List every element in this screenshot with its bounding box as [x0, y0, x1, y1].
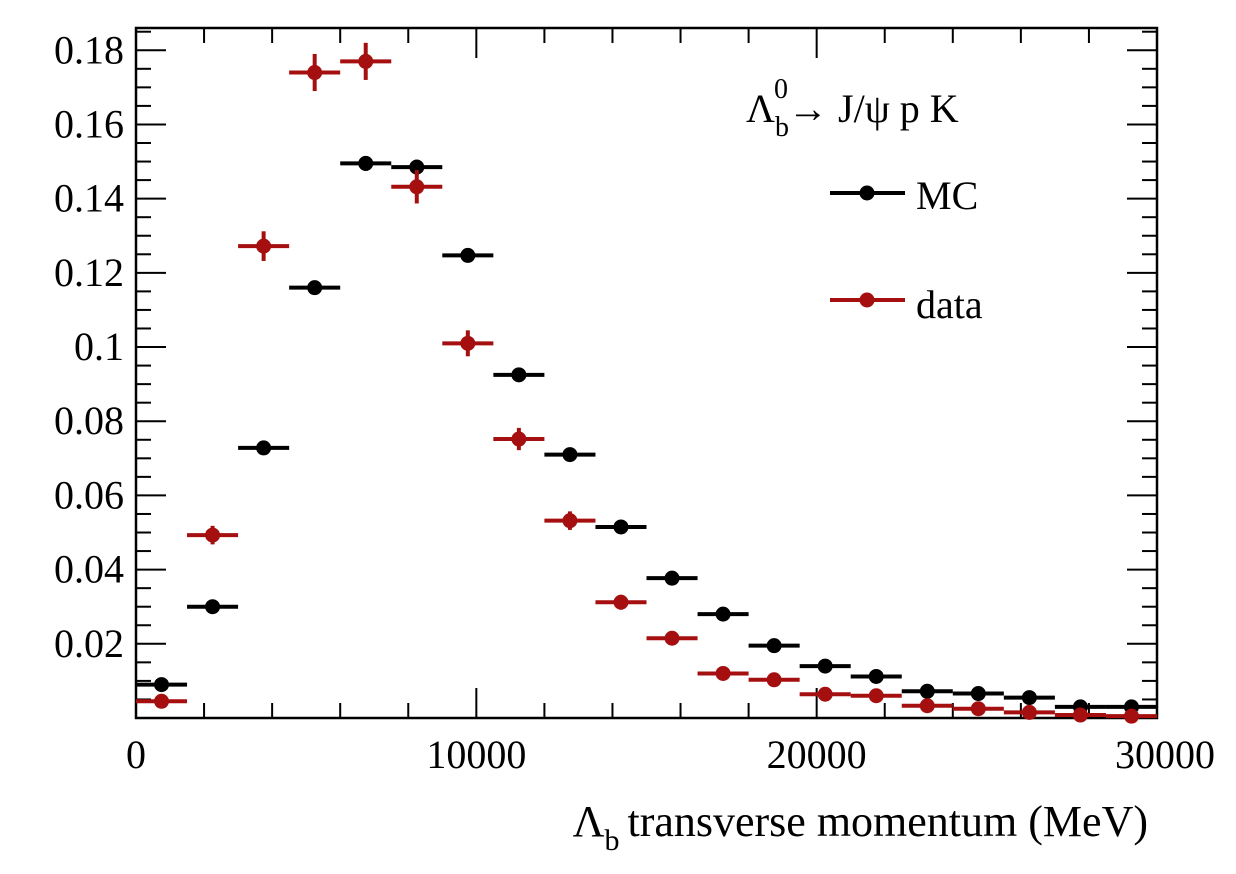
data-point — [766, 638, 782, 654]
data-point — [715, 665, 731, 681]
data-point — [664, 570, 680, 586]
decay-annotation: Λb 0→ J/ψ p K — [746, 74, 959, 143]
data-series — [136, 42, 1157, 724]
plot-frame — [134, 26, 1159, 720]
data-point — [970, 686, 986, 702]
data-point — [817, 658, 833, 674]
y-tick-label: 0.06 — [54, 472, 124, 517]
data-point — [1021, 704, 1037, 720]
data-point — [511, 431, 527, 447]
series-data — [136, 42, 1157, 724]
decay-annotation-text: → J/ψ p K — [788, 86, 959, 131]
data-point — [307, 65, 323, 81]
data-point — [562, 513, 578, 529]
x-axis-title-symbol: Λ — [573, 797, 605, 846]
data-point — [409, 159, 425, 175]
y-tick-label: 0.08 — [54, 398, 124, 443]
legend-marker-mc — [859, 185, 875, 201]
x-axis-title-text: transverse momentum (MeV) — [627, 797, 1148, 846]
data-point — [868, 688, 884, 704]
data-point — [307, 280, 323, 296]
y-tick-label: 0.04 — [54, 547, 124, 592]
data-point — [460, 335, 476, 351]
x-axis-title: Λb transverse momentum (MeV) — [573, 797, 1148, 857]
data-point — [358, 155, 374, 171]
x-axis-title-subscript: b — [604, 824, 619, 857]
data-point — [154, 693, 170, 709]
legend-label-mc: MC — [916, 173, 978, 218]
x-tick-label: 10000 — [426, 732, 526, 777]
y-axis: 0.02 0.04 0.06 0.08 0.1 0.12 0.14 0.16 0.18 — [54, 27, 1157, 701]
data-point — [1072, 707, 1088, 723]
x-tick-label: 0 — [126, 732, 146, 777]
data-point — [715, 606, 731, 622]
decay-annotation-symbol: Λ — [746, 86, 775, 131]
data-point — [1123, 708, 1139, 724]
y-tick-label: 0.1 — [74, 324, 124, 369]
data-point — [919, 698, 935, 714]
data-point — [205, 527, 221, 543]
legend-label-data: data — [916, 282, 983, 327]
data-point — [766, 672, 782, 688]
data-point — [460, 247, 476, 263]
decay-annotation-subscript: b — [775, 112, 789, 143]
data-point — [970, 701, 986, 717]
data-point — [919, 683, 935, 699]
x-axis: 0 10000 20000 30000 — [126, 28, 1215, 777]
data-point — [358, 53, 374, 69]
legend-marker-data — [859, 292, 875, 308]
data-point — [664, 630, 680, 646]
data-point — [817, 686, 833, 702]
y-tick-label: 0.18 — [54, 27, 124, 72]
y-tick-label: 0.16 — [54, 101, 124, 146]
data-point — [256, 440, 272, 456]
y-tick-label: 0.14 — [54, 176, 124, 221]
series-mc — [136, 155, 1157, 715]
data-point — [562, 447, 578, 463]
legend: MC data — [830, 173, 983, 327]
data-point — [256, 238, 272, 254]
data-point — [613, 519, 629, 535]
data-point — [409, 179, 425, 195]
y-tick-label: 0.02 — [54, 621, 124, 666]
x-tick-label: 30000 — [1115, 732, 1215, 777]
data-point — [205, 599, 221, 615]
data-point — [868, 668, 884, 684]
data-point — [613, 594, 629, 610]
data-point — [1021, 690, 1037, 706]
x-tick-label: 20000 — [767, 732, 867, 777]
data-point — [154, 677, 170, 693]
decay-annotation-superscript: 0 — [774, 74, 788, 105]
data-point — [511, 367, 527, 383]
y-tick-label: 0.12 — [54, 250, 124, 295]
